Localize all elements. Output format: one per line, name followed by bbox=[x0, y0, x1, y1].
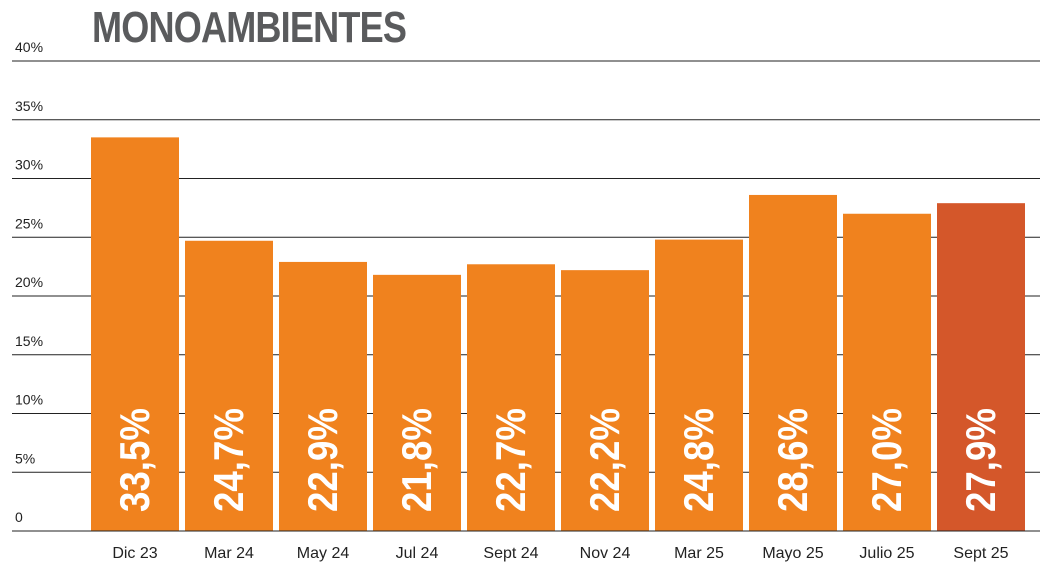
data-label: 22,7% bbox=[487, 408, 534, 512]
bar-7 bbox=[749, 194, 837, 531]
y-tick-label: 35% bbox=[15, 98, 43, 114]
x-tick-label: Dic 23 bbox=[112, 545, 157, 562]
bar-4 bbox=[467, 264, 555, 531]
chart-title: MONOAMBIENTES bbox=[92, 3, 407, 52]
x-tick-label: May 24 bbox=[297, 545, 350, 562]
bar-9 bbox=[937, 203, 1025, 532]
data-label: 27,9% bbox=[957, 408, 1004, 512]
y-tick-label: 0 bbox=[15, 509, 23, 525]
bar-2 bbox=[279, 261, 367, 531]
bar-0 bbox=[91, 137, 179, 531]
y-tick-label: 5% bbox=[15, 450, 35, 466]
data-label: 28,6% bbox=[769, 408, 816, 512]
bar-3 bbox=[373, 274, 461, 531]
y-tick-label: 20% bbox=[15, 274, 43, 290]
x-tick-label: Mar 24 bbox=[204, 545, 254, 562]
x-tick-label: Mar 25 bbox=[674, 545, 724, 562]
y-tick-label: 15% bbox=[15, 333, 43, 349]
data-label: 24,8% bbox=[675, 408, 722, 512]
x-tick-label: Sept 25 bbox=[953, 545, 1008, 562]
x-tick-label: Mayo 25 bbox=[762, 545, 823, 562]
data-label: 27,0% bbox=[863, 408, 910, 512]
data-label: 22,2% bbox=[581, 408, 628, 512]
x-tick-label: Julio 25 bbox=[859, 545, 914, 562]
bar-6 bbox=[655, 239, 743, 531]
x-tick-label: Sept 24 bbox=[483, 545, 538, 562]
data-label: 24,7% bbox=[205, 408, 252, 512]
y-tick-label: 40% bbox=[15, 39, 43, 55]
x-tick-label: Nov 24 bbox=[580, 545, 631, 562]
y-tick-label: 25% bbox=[15, 215, 43, 231]
bar-8 bbox=[843, 213, 931, 531]
x-tick-label: Jul 24 bbox=[396, 545, 439, 562]
data-label: 22,9% bbox=[299, 408, 346, 512]
y-tick-label: 30% bbox=[15, 157, 43, 173]
y-tick-label: 10% bbox=[15, 392, 43, 408]
data-label: 21,8% bbox=[393, 408, 440, 512]
data-label: 33,5% bbox=[111, 408, 158, 512]
bar-1 bbox=[185, 240, 273, 531]
bar-5 bbox=[561, 270, 649, 531]
